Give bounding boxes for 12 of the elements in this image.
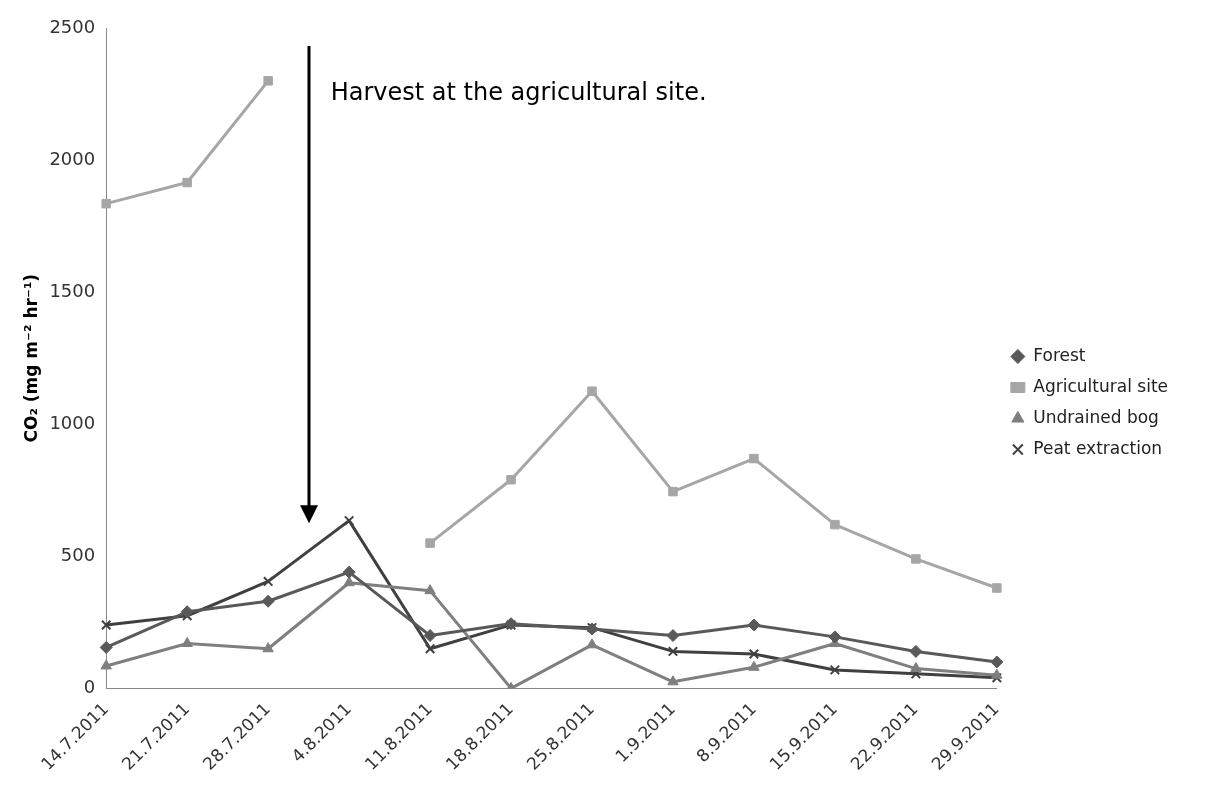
y-tick-label: 500 (60, 543, 96, 565)
y-tick-label: 2000 (49, 147, 96, 169)
y-tick-label: 1500 (49, 279, 96, 301)
annotation: Harvest at the agricultural site. (330, 78, 707, 107)
legend-label: Undrained bog (1033, 406, 1159, 427)
legend-label: Agricultural site (1033, 375, 1168, 396)
y-axis-title: CO₂ (mg m⁻² hr⁻¹) (20, 273, 41, 443)
y-tick-label: 1000 (49, 411, 96, 433)
y-tick-label: 0 (83, 676, 96, 698)
legend-label: Peat extraction (1033, 437, 1163, 458)
y-tick-label: 2500 (49, 15, 96, 37)
legend-label: Forest (1033, 344, 1086, 365)
